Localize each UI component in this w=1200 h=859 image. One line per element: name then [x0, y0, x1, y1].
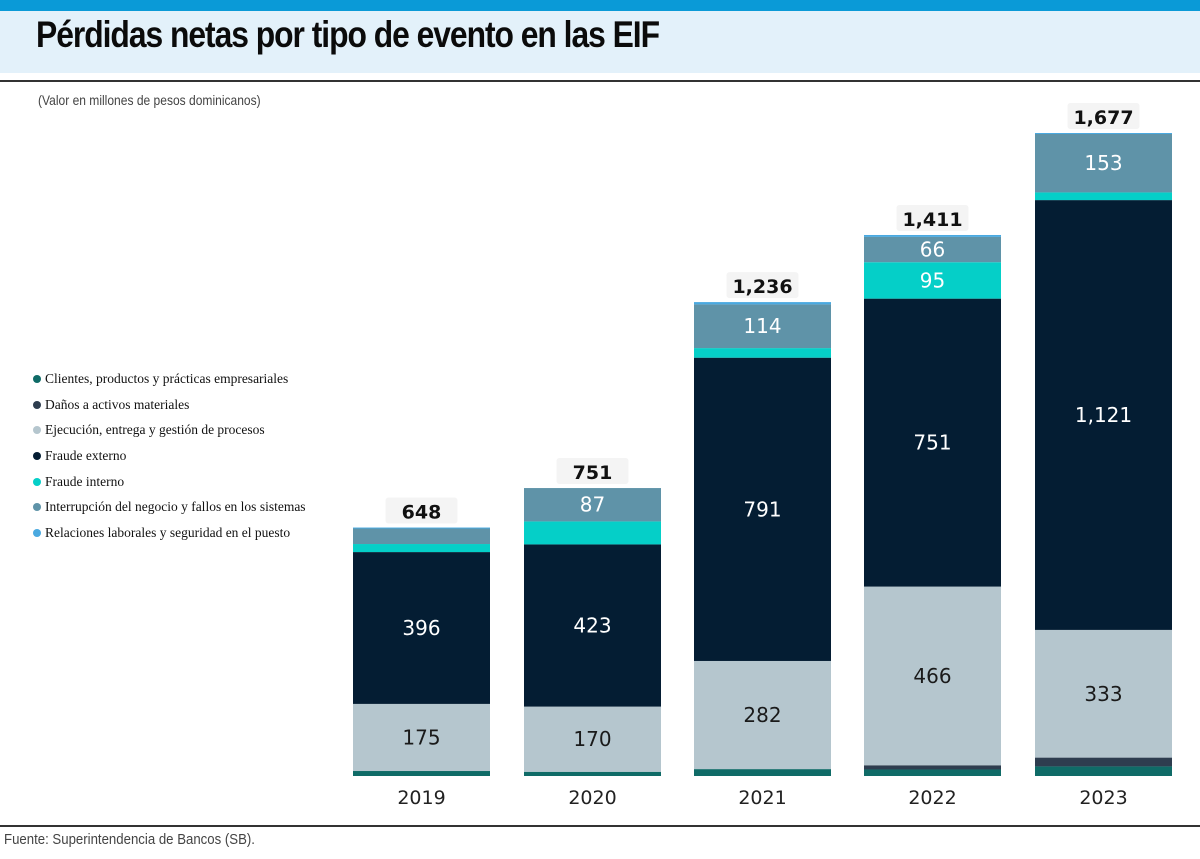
segment-value-label: 282	[743, 703, 781, 727]
total-value-label: 751	[573, 462, 613, 484]
bar-segment	[694, 302, 831, 305]
total-value-label: 1,236	[732, 276, 792, 298]
legend-swatch-icon	[33, 477, 41, 486]
legend-swatch-icon	[33, 426, 41, 435]
total-value-label: 1,677	[1073, 107, 1133, 129]
footer-divider	[0, 825, 1200, 827]
segment-value-label: 333	[1084, 682, 1122, 706]
bar-segment	[864, 234, 1001, 237]
legend-swatch-icon	[33, 451, 41, 460]
x-tick-label: 2019	[397, 787, 445, 809]
bar-segment	[1035, 133, 1172, 193]
segment-value-label: 1,121	[1075, 403, 1132, 427]
bar-segment	[1035, 757, 1172, 767]
legend-swatch-icon	[33, 374, 41, 383]
chart-title: Pérdidas netas por tipo de evento en las…	[36, 14, 660, 55]
segment-value-label: 87	[580, 493, 605, 517]
total-label-background	[896, 204, 969, 231]
bar-segment	[1035, 200, 1172, 630]
bar-segment	[864, 236, 1001, 263]
legend-item: Daños a activos materiales	[33, 392, 306, 418]
segment-value-label: 66	[920, 238, 945, 262]
bar-stack: 466 751 95 66	[864, 234, 1001, 776]
segment-value-label: 114	[743, 314, 781, 338]
segment-value-label: 396	[402, 616, 440, 640]
bar-stack: 175 396	[353, 527, 490, 776]
bar-segment	[694, 348, 831, 358]
bar-segment	[694, 660, 831, 770]
top-accent-bar	[0, 0, 1200, 11]
segment-value-label: 153	[1084, 151, 1122, 175]
bar-segment	[353, 527, 490, 545]
bar-segment	[524, 706, 661, 772]
segment-value-label: 466	[913, 664, 951, 688]
x-tick-label: 2021	[738, 787, 786, 809]
bar-segment	[864, 765, 1001, 770]
bar-segment	[1035, 629, 1172, 758]
title-band	[0, 11, 1200, 73]
legend: Clientes, productos y prácticas empresar…	[33, 366, 306, 546]
bar-segment	[524, 521, 661, 545]
segment-value-label: 791	[743, 497, 781, 521]
bar-segment	[353, 552, 490, 704]
total-label-background	[726, 272, 799, 299]
total-value-label: 1,411	[902, 209, 962, 231]
segment-value-label: 175	[402, 725, 440, 749]
legend-label: Clientes, productos y prácticas empresar…	[45, 370, 289, 386]
legend-item: Interrupción del negocio y fallos en los…	[33, 494, 306, 520]
bar-segment	[524, 544, 661, 707]
legend-label: Relaciones laborales y seguridad en el p…	[45, 524, 291, 540]
bar-stack: 170 423 87	[524, 488, 661, 776]
total-value-label: 648	[402, 502, 442, 524]
bar-segment	[864, 586, 1001, 766]
bar-segment	[353, 527, 490, 529]
bar-segment	[864, 769, 1001, 776]
legend-swatch-icon	[33, 503, 41, 512]
segment-value-label: 751	[913, 431, 951, 455]
chart-subtitle: (Valor en millones de pesos dominicanos)	[38, 92, 261, 108]
bar-segment	[353, 544, 490, 553]
bar-segment	[694, 304, 831, 349]
total-label-background	[385, 497, 458, 524]
bar-segment	[1035, 133, 1172, 134]
x-tick-label: 2020	[568, 787, 616, 809]
bar-segment	[353, 771, 490, 776]
legend-label: Ejecución, entrega y gestión de procesos	[45, 422, 265, 438]
bar-segment	[1035, 766, 1172, 776]
segment-value-label: 170	[573, 727, 611, 751]
legend-item: Clientes, productos y prácticas empresar…	[33, 366, 306, 392]
legend-item: Fraude interno	[33, 469, 306, 495]
bar-segment	[694, 769, 831, 776]
legend-label: Fraude externo	[45, 447, 127, 463]
bar-stack: 333 1,121 153	[1035, 133, 1172, 776]
bar-segment	[353, 703, 490, 772]
x-tick-label: 2023	[1079, 787, 1127, 809]
source-note: Fuente: Superintendencia de Bancos (SB).	[4, 831, 255, 848]
total-label-background	[556, 458, 629, 485]
legend-label: Interrupción del negocio y fallos en los…	[45, 499, 306, 515]
legend-label: Daños a activos materiales	[45, 396, 190, 412]
total-label-background	[1067, 103, 1140, 129]
legend-swatch-icon	[33, 528, 41, 537]
legend-item: Ejecución, entrega y gestión de procesos	[33, 417, 306, 443]
legend-item: Fraude externo	[33, 443, 306, 469]
bar-segment	[864, 298, 1001, 587]
title-divider	[0, 80, 1200, 82]
bar-segment	[524, 488, 661, 522]
bar-stack: 282 791 114	[694, 302, 831, 776]
bar-segment	[694, 357, 831, 661]
legend-swatch-icon	[33, 400, 41, 409]
segment-value-label: 95	[920, 268, 945, 292]
bar-segment	[864, 262, 1001, 299]
bar-segment	[524, 771, 661, 776]
segment-value-label: 423	[573, 614, 611, 638]
bar-segment	[1035, 192, 1172, 201]
legend-item: Relaciones laborales y seguridad en el p…	[33, 520, 306, 546]
legend-label: Fraude interno	[45, 473, 125, 489]
x-tick-label: 2022	[908, 787, 956, 809]
